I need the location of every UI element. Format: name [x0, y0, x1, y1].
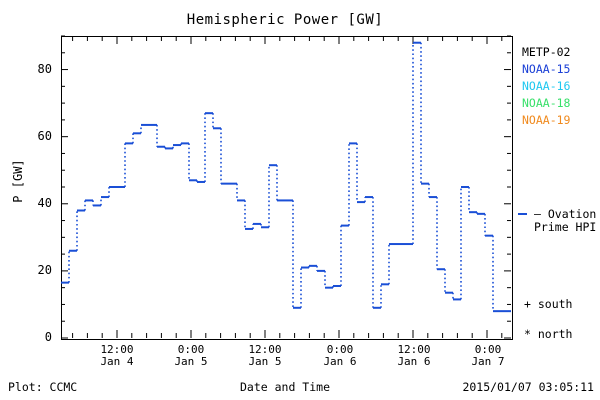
plot-area-frame	[61, 36, 513, 340]
x-tick-label: 12:00 Jan 6	[379, 344, 449, 368]
satellite-legend: METP-02 NOAA-15 NOAA-16 NOAA-18 NOAA-19	[522, 44, 570, 129]
legend-entry-noaa-15: NOAA-15	[522, 62, 571, 76]
y-tick-label: 20	[37, 262, 52, 277]
y-axis-ticks	[61, 35, 511, 339]
x-tick-label: 0:00 Jan 7	[453, 344, 523, 368]
y-tick-label: 80	[37, 61, 52, 76]
legend-north-marker: * north	[524, 327, 573, 341]
chart-title: Hemispheric Power [GW]	[186, 12, 384, 28]
x-tick-label: 0:00 Jan 5	[156, 344, 226, 368]
x-tick-time: 12:00	[100, 343, 134, 356]
x-tick-label: 0:00 Jan 6	[305, 344, 375, 368]
legend-entry-noaa-19: NOAA-19	[522, 113, 571, 127]
x-tick-time: 0:00	[474, 343, 502, 356]
legend-south-marker: + south	[524, 297, 573, 311]
ovation-legend-label: — Ovation Prime HPI	[534, 208, 596, 234]
x-tick-date: Jan 5	[248, 355, 282, 368]
x-axis-label: Date and Time	[239, 380, 330, 394]
data-series-ovation-prime-hpi	[61, 41, 511, 313]
footer-timestamp: 2015/01/07 03:05:11	[462, 380, 594, 394]
y-tick-label: 40	[37, 195, 52, 210]
x-tick-date: Jan 4	[100, 355, 134, 368]
legend-entry-metp-02: METP-02	[522, 45, 571, 59]
x-tick-date: Jan 6	[323, 355, 357, 368]
x-tick-date: Jan 5	[174, 355, 208, 368]
x-tick-time: 12:00	[397, 343, 431, 356]
x-tick-time: 12:00	[248, 343, 282, 356]
x-tick-time: 0:00	[326, 343, 354, 356]
x-tick-label: 12:00 Jan 4	[82, 344, 152, 368]
y-tick-label: 0	[44, 330, 52, 344]
footer-plot-source: Plot: CCMC	[8, 380, 78, 394]
legend-entry-noaa-16: NOAA-16	[522, 79, 571, 93]
x-tick-time: 0:00	[177, 343, 205, 356]
legend-entry-noaa-18: NOAA-18	[522, 96, 571, 110]
y-tick-label: 60	[37, 128, 52, 143]
x-tick-date: Jan 7	[471, 355, 505, 368]
ovation-legend-line1: — Ovation	[534, 207, 597, 221]
x-axis-ticks	[72, 36, 503, 338]
ovation-legend-line2: Prime HPI	[534, 220, 597, 234]
x-tick-date: Jan 6	[397, 355, 431, 368]
x-tick-label: 12:00 Jan 5	[230, 344, 300, 368]
ovation-legend-dash-icon	[518, 213, 527, 215]
